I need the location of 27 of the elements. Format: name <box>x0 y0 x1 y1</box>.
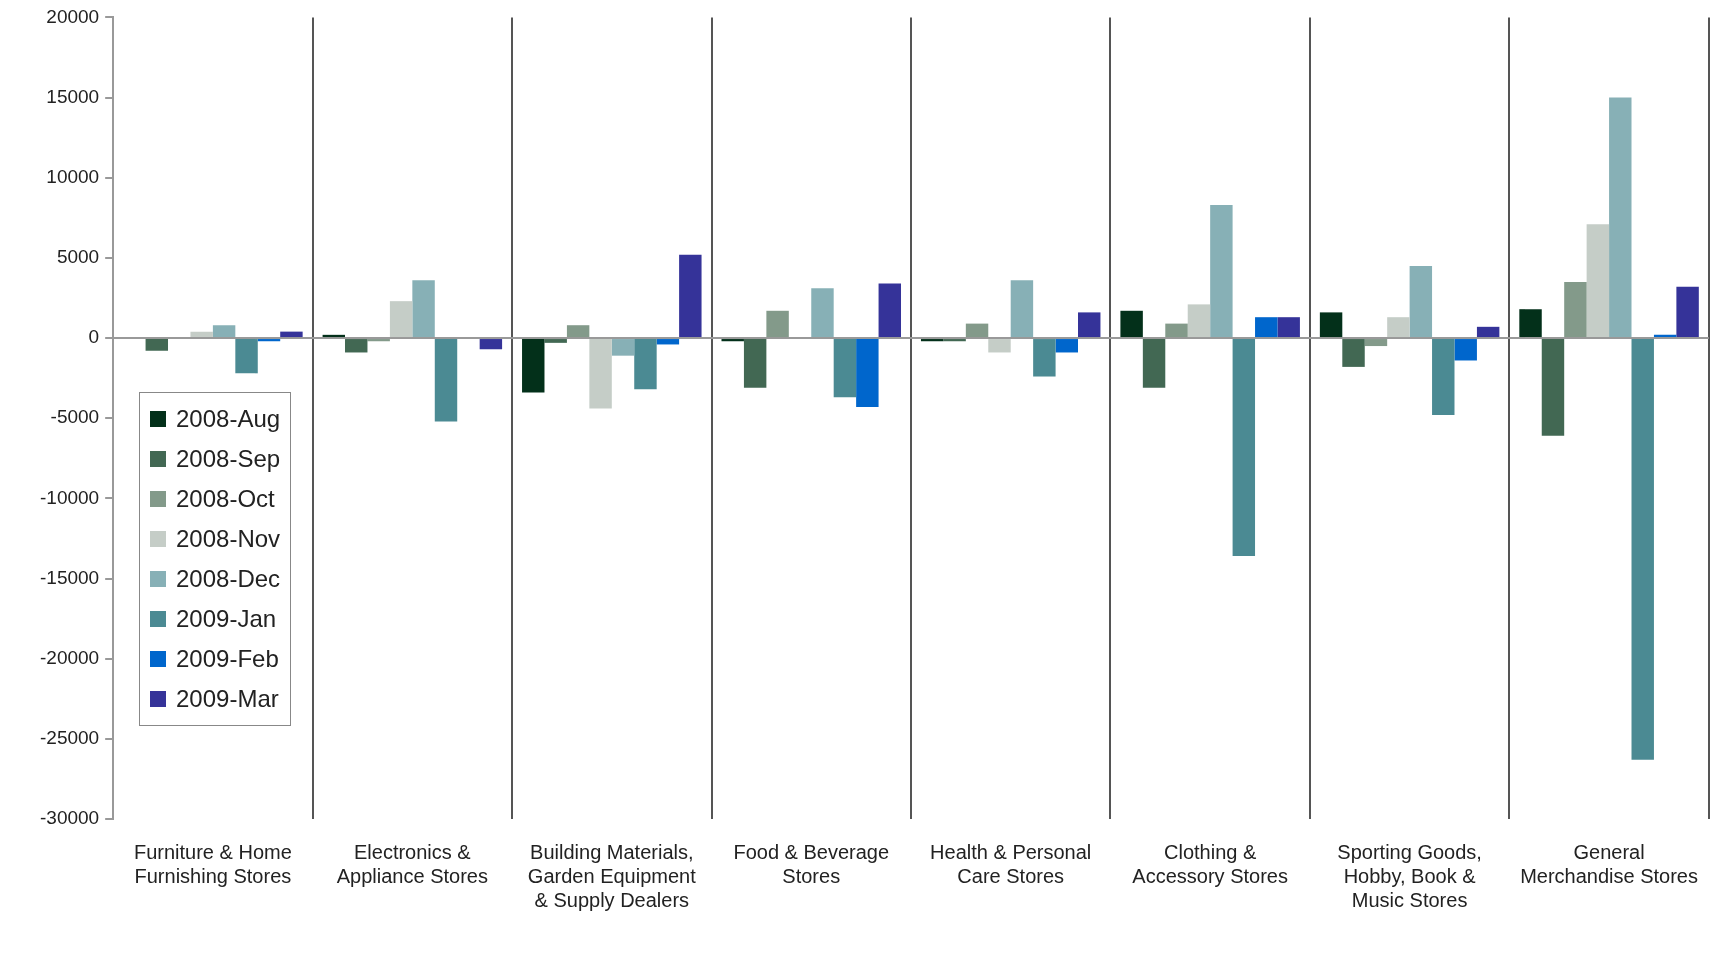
y-tick-label: -25000 <box>39 727 100 749</box>
y-tick-label: -10000 <box>39 486 100 508</box>
x-tick-label: Building Materials, Garden Equipment & Supply Dealers <box>527 840 697 911</box>
y-tick-label: -5000 <box>50 406 100 428</box>
y-tick-label: 15000 <box>46 85 100 107</box>
y-tick-label: 10000 <box>46 165 100 187</box>
x-tick-label: Furniture & Home Furnishing Stores <box>133 840 292 887</box>
y-tick-label: 20000 <box>46 5 100 27</box>
legend-label: 2008-Dec <box>176 565 281 593</box>
legend-label: 2008-Oct <box>176 485 275 513</box>
x-tick-label: Health & Personal Care Stores <box>930 840 1092 887</box>
legend-label: 2009-Jan <box>176 605 277 633</box>
legend-label: 2009-Feb <box>176 645 279 673</box>
y-tick-label: -30000 <box>39 807 100 829</box>
x-tick-label: Electronics & Appliance Stores <box>336 840 488 887</box>
legend-label: 2008-Aug <box>176 405 281 433</box>
legend-label: 2008-Sep <box>176 445 281 473</box>
x-tick-label: Clothing & Accessory Stores <box>1132 840 1288 887</box>
x-tick-label: Sporting Goods, Hobby, Book & Music Stores <box>1337 840 1482 911</box>
y-tick-label: 5000 <box>56 246 100 268</box>
y-tick-label: -15000 <box>39 566 100 588</box>
legend-label: 2009-Mar <box>176 685 279 713</box>
legend-label: 2008-Nov <box>176 525 281 553</box>
y-tick-label: 0 <box>88 326 100 348</box>
x-tick-label: Food & Beverage Stores <box>733 840 890 887</box>
y-tick-label: -20000 <box>39 646 100 668</box>
x-tick-label: General Merchandise Stores <box>1520 840 1699 887</box>
